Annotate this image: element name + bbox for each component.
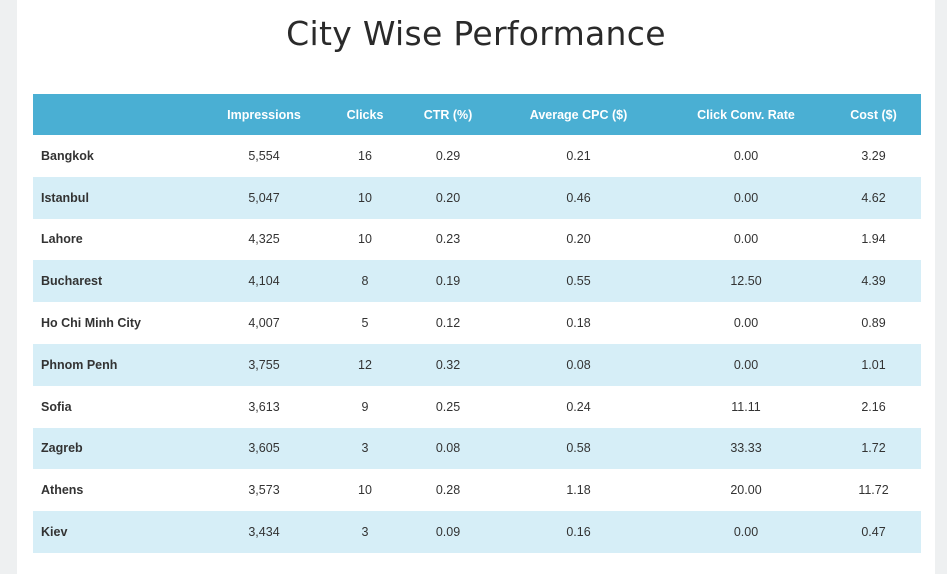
cell-click-conv-rate: 33.33 xyxy=(730,441,762,456)
cell-impressions: 4,104 xyxy=(248,274,280,289)
cell-city: Sofia xyxy=(41,399,72,414)
cell-click-conv-rate: 0.00 xyxy=(733,148,759,163)
cell-cost: 11.72 xyxy=(858,483,889,498)
table-row: Bangkok 5,554 16 0.29 0.21 0.00 3.29 xyxy=(33,135,921,177)
cell-ctr: 0.09 xyxy=(435,525,461,540)
cell-impressions: 4,007 xyxy=(248,316,280,331)
column-header-average-cpc[interactable]: Average CPC ($) xyxy=(529,107,628,122)
cell-impressions: 3,605 xyxy=(248,441,280,456)
cell-city: Lahore xyxy=(41,232,83,247)
cell-impressions: 3,573 xyxy=(248,483,280,498)
cell-average-cpc: 0.20 xyxy=(566,232,591,247)
cell-average-cpc: 1.18 xyxy=(566,483,591,498)
cell-click-conv-rate: 11.11 xyxy=(731,399,761,414)
cell-city: Zagreb xyxy=(41,441,83,456)
cell-click-conv-rate: 12.50 xyxy=(730,274,762,289)
cell-cost: 1.94 xyxy=(861,232,886,247)
cell-city: Istanbul xyxy=(41,190,89,205)
cell-cost: 3.29 xyxy=(861,148,886,163)
cell-city: Kiev xyxy=(41,525,68,540)
report-card: City Wise Performance Impressions Clicks… xyxy=(17,0,935,574)
table-row: Bucharest 4,104 8 0.19 0.55 12.50 4.39 xyxy=(33,260,921,303)
cell-impressions: 5,554 xyxy=(248,148,280,163)
table-header: Impressions Clicks CTR (%) Average CPC (… xyxy=(33,94,921,135)
cell-clicks: 8 xyxy=(361,274,369,289)
cell-impressions: 4,325 xyxy=(248,232,280,247)
table-row: Athens 3,573 10 0.28 1.18 20.00 11.72 xyxy=(33,469,921,511)
column-header-cost[interactable]: Cost ($) xyxy=(850,107,897,122)
cell-city: Bucharest xyxy=(41,274,103,289)
header-row: Impressions Clicks CTR (%) Average CPC (… xyxy=(33,94,921,135)
cell-cost: 4.62 xyxy=(861,190,886,205)
cell-clicks: 9 xyxy=(361,399,369,414)
table-row: Lahore 4,325 10 0.23 0.20 0.00 1.94 xyxy=(33,219,921,261)
cell-average-cpc: 0.21 xyxy=(566,148,591,163)
cell-cost: 4.39 xyxy=(861,274,886,289)
table-row: Kiev 3,434 3 0.09 0.16 0.00 0.47 xyxy=(33,511,921,553)
table-row: Sofia 3,613 9 0.25 0.24 11.11 2.16 xyxy=(33,386,921,428)
cell-average-cpc: 0.16 xyxy=(566,525,591,540)
cell-click-conv-rate: 0.00 xyxy=(733,190,759,205)
column-header-ctr[interactable]: CTR (%) xyxy=(423,107,473,122)
cell-average-cpc: 0.46 xyxy=(566,190,591,205)
cell-ctr: 0.12 xyxy=(435,316,461,331)
cell-clicks: 3 xyxy=(361,525,369,540)
cell-impressions: 3,755 xyxy=(248,357,280,372)
table-body: Bangkok 5,554 16 0.29 0.21 0.00 3.29 Istanbul 5,… xyxy=(33,135,921,553)
page-title: City Wise Performance xyxy=(286,14,666,53)
cell-average-cpc: 0.55 xyxy=(566,274,591,289)
table-row: Ho Chi Minh City 4,007 5 0.12 0.18 0.00 0.89 xyxy=(33,302,921,344)
column-header-click-conv-rate[interactable]: Click Conv. Rate xyxy=(697,107,795,122)
cell-impressions: 3,613 xyxy=(248,399,280,414)
cell-cost: 0.89 xyxy=(861,316,886,331)
cell-ctr: 0.23 xyxy=(435,232,461,247)
cell-clicks: 10 xyxy=(358,483,372,498)
cell-city: Ho Chi Minh City xyxy=(41,316,141,331)
cell-ctr: 0.25 xyxy=(435,399,461,414)
cell-average-cpc: 0.08 xyxy=(566,357,591,372)
cell-click-conv-rate: 0.00 xyxy=(733,232,759,247)
cell-cost: 1.72 xyxy=(861,441,886,456)
column-header-city[interactable] xyxy=(33,94,203,135)
cell-average-cpc: 0.58 xyxy=(566,441,591,456)
cell-cost: 1.01 xyxy=(861,357,886,372)
cell-ctr: 0.28 xyxy=(435,483,461,498)
cell-clicks: 3 xyxy=(361,441,369,456)
cell-ctr: 0.08 xyxy=(435,441,461,456)
city-performance-table: Impressions Clicks CTR (%) Average CPC (… xyxy=(33,94,921,553)
cell-ctr: 0.20 xyxy=(435,190,461,205)
cell-clicks: 16 xyxy=(358,148,372,163)
cell-impressions: 3,434 xyxy=(248,525,280,540)
cell-ctr: 0.32 xyxy=(435,357,461,372)
cell-ctr: 0.29 xyxy=(435,148,461,163)
cell-clicks: 10 xyxy=(358,190,372,205)
cell-ctr: 0.19 xyxy=(435,274,461,289)
column-header-clicks[interactable]: Clicks xyxy=(346,107,384,122)
cell-impressions: 5,047 xyxy=(248,190,280,205)
cell-click-conv-rate: 0.00 xyxy=(733,316,759,331)
cell-cost: 2.16 xyxy=(861,399,886,414)
cell-cost: 0.47 xyxy=(861,525,886,540)
cell-click-conv-rate: 0.00 xyxy=(733,525,759,540)
cell-click-conv-rate: 20.00 xyxy=(730,483,762,498)
cell-city: Bangkok xyxy=(41,148,94,163)
cell-clicks: 12 xyxy=(358,357,372,372)
table-row: Phnom Penh 3,755 12 0.32 0.08 0.00 1.01 xyxy=(33,343,921,386)
cell-clicks: 5 xyxy=(361,316,369,331)
cell-click-conv-rate: 0.00 xyxy=(733,357,759,372)
column-header-impressions[interactable]: Impressions xyxy=(227,107,301,122)
table-row: Istanbul 5,047 10 0.20 0.46 0.00 4.62 xyxy=(33,176,921,219)
cell-average-cpc: 0.24 xyxy=(566,399,591,414)
cell-city: Athens xyxy=(41,483,84,498)
cell-clicks: 10 xyxy=(358,232,372,247)
cell-average-cpc: 0.18 xyxy=(566,316,591,331)
table-row: Zagreb 3,605 3 0.08 0.58 33.33 1.72 xyxy=(33,427,921,470)
cell-city: Phnom Penh xyxy=(41,357,118,372)
